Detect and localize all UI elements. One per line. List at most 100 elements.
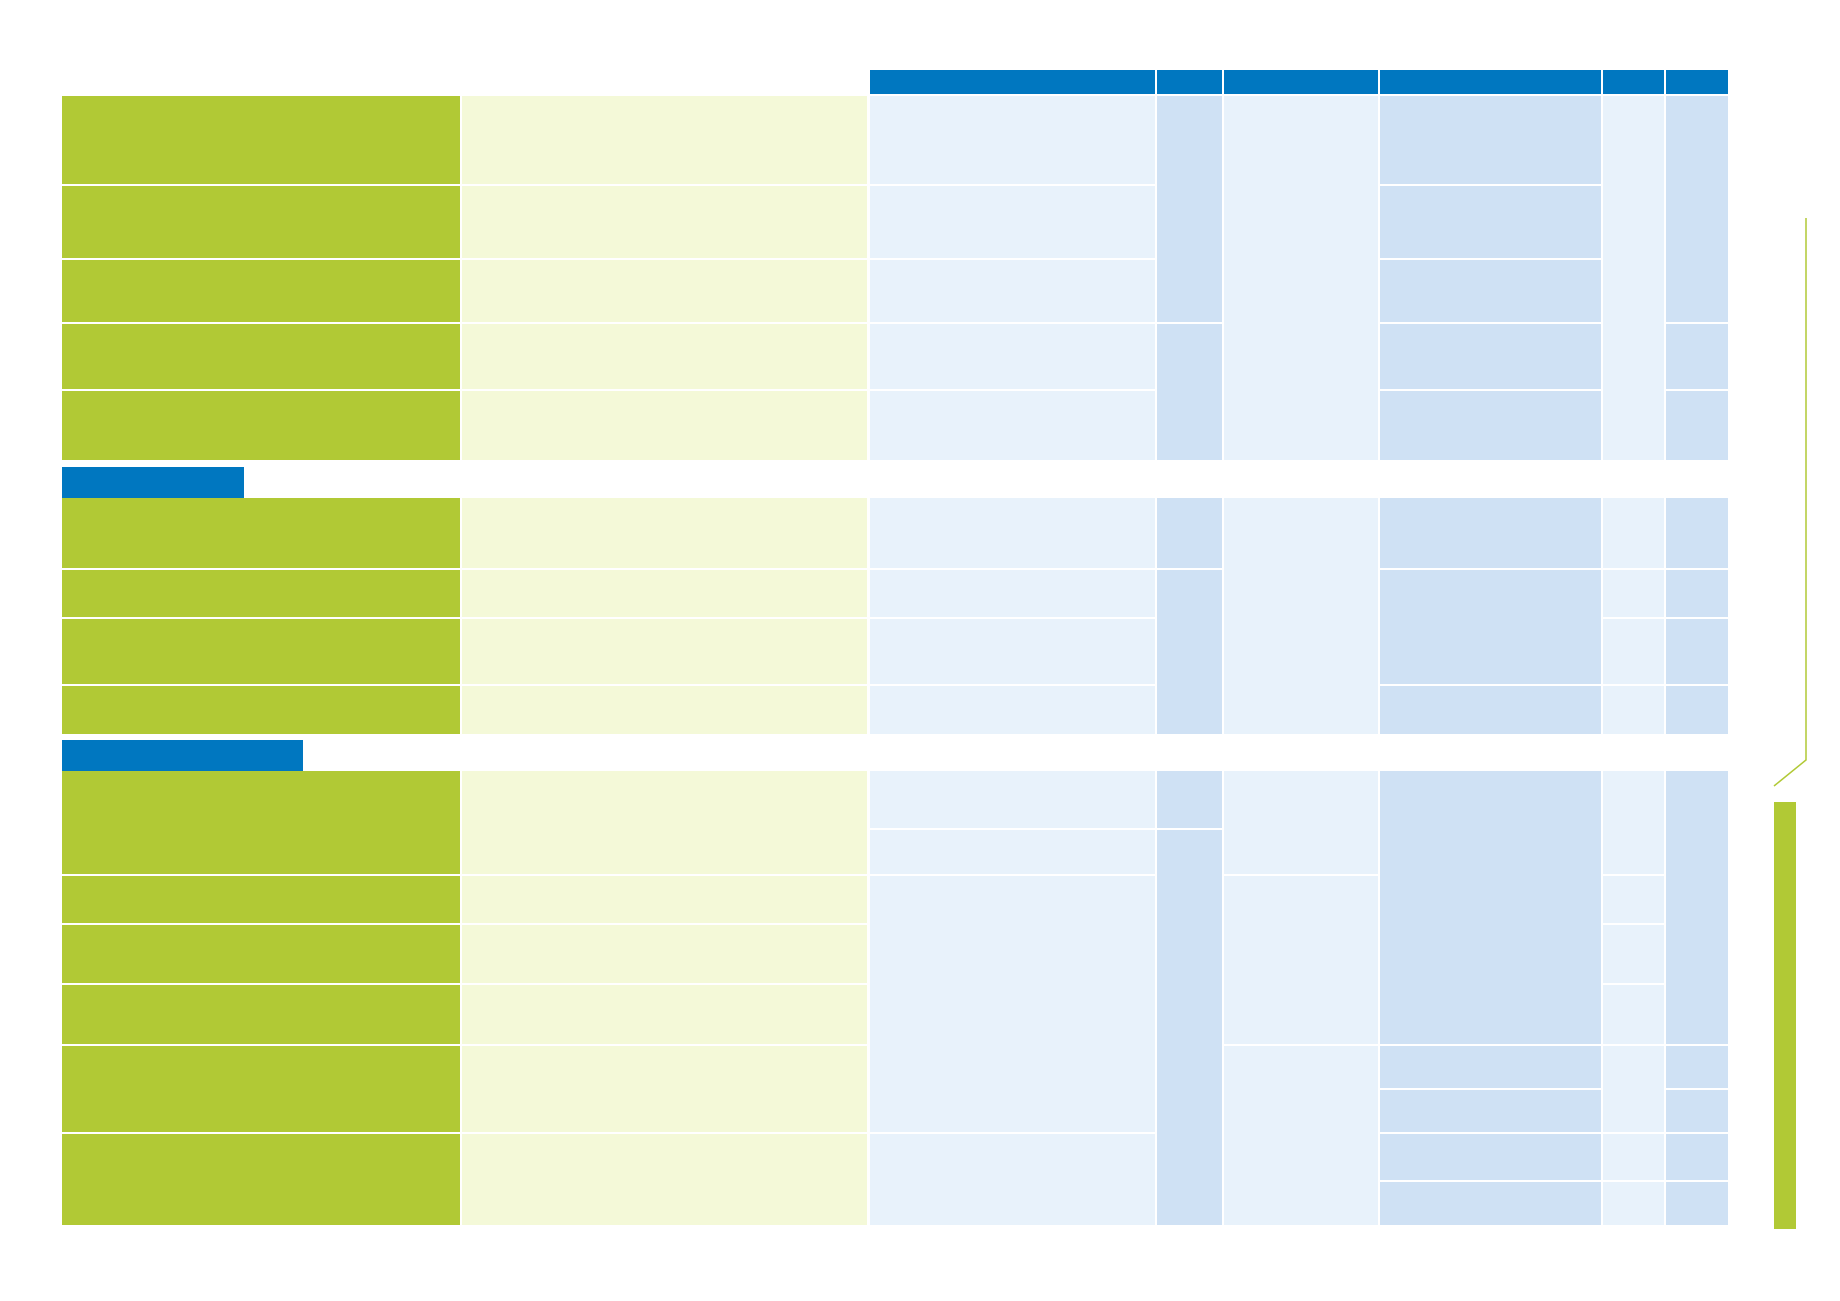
table-row-label xyxy=(62,260,460,322)
table-row-label xyxy=(62,570,460,617)
table-row-label xyxy=(62,324,460,389)
table-row-label xyxy=(62,1046,460,1132)
table-cell xyxy=(870,876,1155,1132)
table-cell xyxy=(1666,1134,1728,1180)
table-cell xyxy=(1224,876,1378,1044)
table-cell xyxy=(1380,570,1601,684)
table-cell xyxy=(870,771,1155,828)
table-cell xyxy=(1157,324,1222,460)
table-cell xyxy=(1603,925,1664,983)
table-cell xyxy=(1380,1182,1601,1225)
table-cell xyxy=(462,985,867,1044)
table-cell xyxy=(1603,1134,1664,1180)
table-cell xyxy=(1224,498,1378,734)
table-cell xyxy=(1603,985,1664,1044)
table-cell xyxy=(1666,498,1728,568)
table-cell xyxy=(870,830,1155,874)
header-col-1 xyxy=(870,70,1155,94)
table-cell xyxy=(870,260,1155,322)
table-cell xyxy=(870,498,1155,568)
table-cell xyxy=(870,324,1155,389)
table-cell xyxy=(870,570,1155,617)
table-cell xyxy=(1603,1046,1664,1132)
table-cell xyxy=(870,686,1155,734)
section-heading xyxy=(62,740,303,771)
table-cell xyxy=(1380,391,1601,460)
table-cell xyxy=(1666,1182,1728,1225)
table-cell xyxy=(1603,686,1664,734)
table-cell xyxy=(462,498,867,568)
table-cell xyxy=(462,1134,867,1225)
table-cell xyxy=(1603,570,1664,617)
header-col-5 xyxy=(1603,70,1664,94)
table-cell xyxy=(1157,96,1222,322)
table-row-label xyxy=(62,391,460,460)
header-col-4 xyxy=(1380,70,1601,94)
table-cell xyxy=(1380,686,1601,734)
table-cell xyxy=(1380,1090,1601,1132)
table-cell xyxy=(462,925,867,983)
table-cell xyxy=(1157,830,1222,1225)
table-cell xyxy=(1380,1134,1601,1180)
table-cell xyxy=(462,619,867,684)
table-cell xyxy=(1666,1090,1728,1132)
table-cell xyxy=(462,876,867,923)
table-row-label xyxy=(62,96,460,184)
table-cell xyxy=(462,771,867,874)
table-cell xyxy=(1666,570,1728,617)
table-cell xyxy=(1157,498,1222,568)
table-cell xyxy=(1666,686,1728,734)
table-cell xyxy=(1380,186,1601,258)
table-cell xyxy=(462,686,867,734)
side-tab xyxy=(1774,802,1796,1229)
table-cell xyxy=(1603,96,1664,460)
table-row-label xyxy=(62,876,460,923)
table-cell xyxy=(1380,96,1601,184)
table-cell xyxy=(462,1046,867,1132)
table-cell xyxy=(462,260,867,322)
table-cell xyxy=(1666,391,1728,460)
table-row-label xyxy=(62,619,460,684)
section-heading xyxy=(62,467,244,498)
table-cell xyxy=(462,570,867,617)
table-row-label xyxy=(62,985,460,1044)
table-cell xyxy=(1603,876,1664,923)
table-cell xyxy=(1666,771,1728,1044)
table-cell xyxy=(1603,771,1664,874)
table-row-label xyxy=(62,771,460,874)
table-cell xyxy=(870,619,1155,684)
table-cell xyxy=(1224,96,1378,460)
table-cell xyxy=(870,186,1155,258)
table-row-label xyxy=(62,925,460,983)
header-col-6 xyxy=(1666,70,1728,94)
table-cell xyxy=(1224,771,1378,874)
header-col-3 xyxy=(1224,70,1378,94)
table-cell xyxy=(1157,771,1222,828)
table-cell xyxy=(462,391,867,460)
table-cell xyxy=(1603,498,1664,568)
table-cell xyxy=(1603,1182,1664,1225)
table-row-label xyxy=(62,686,460,734)
table-cell xyxy=(1157,570,1222,734)
table-cell xyxy=(870,96,1155,184)
table-cell xyxy=(1380,1046,1601,1088)
table-cell xyxy=(1666,324,1728,389)
table-cell xyxy=(462,186,867,258)
table-row-label xyxy=(62,498,460,568)
table-cell xyxy=(462,324,867,389)
table-row-label xyxy=(62,186,460,258)
table-row-label xyxy=(62,1134,460,1225)
table-cell xyxy=(1666,619,1728,684)
header-col-2 xyxy=(1157,70,1222,94)
table-cell xyxy=(1666,96,1728,322)
table-cell xyxy=(1380,498,1601,568)
table-cell xyxy=(870,1134,1155,1225)
table-cell xyxy=(1603,619,1664,684)
table-cell xyxy=(1666,1046,1728,1088)
table-cell xyxy=(1380,260,1601,322)
table-cell xyxy=(870,391,1155,460)
table-cell xyxy=(1224,1046,1378,1225)
table-cell xyxy=(462,96,867,184)
table-cell xyxy=(1380,771,1601,1044)
table-cell xyxy=(1380,324,1601,389)
